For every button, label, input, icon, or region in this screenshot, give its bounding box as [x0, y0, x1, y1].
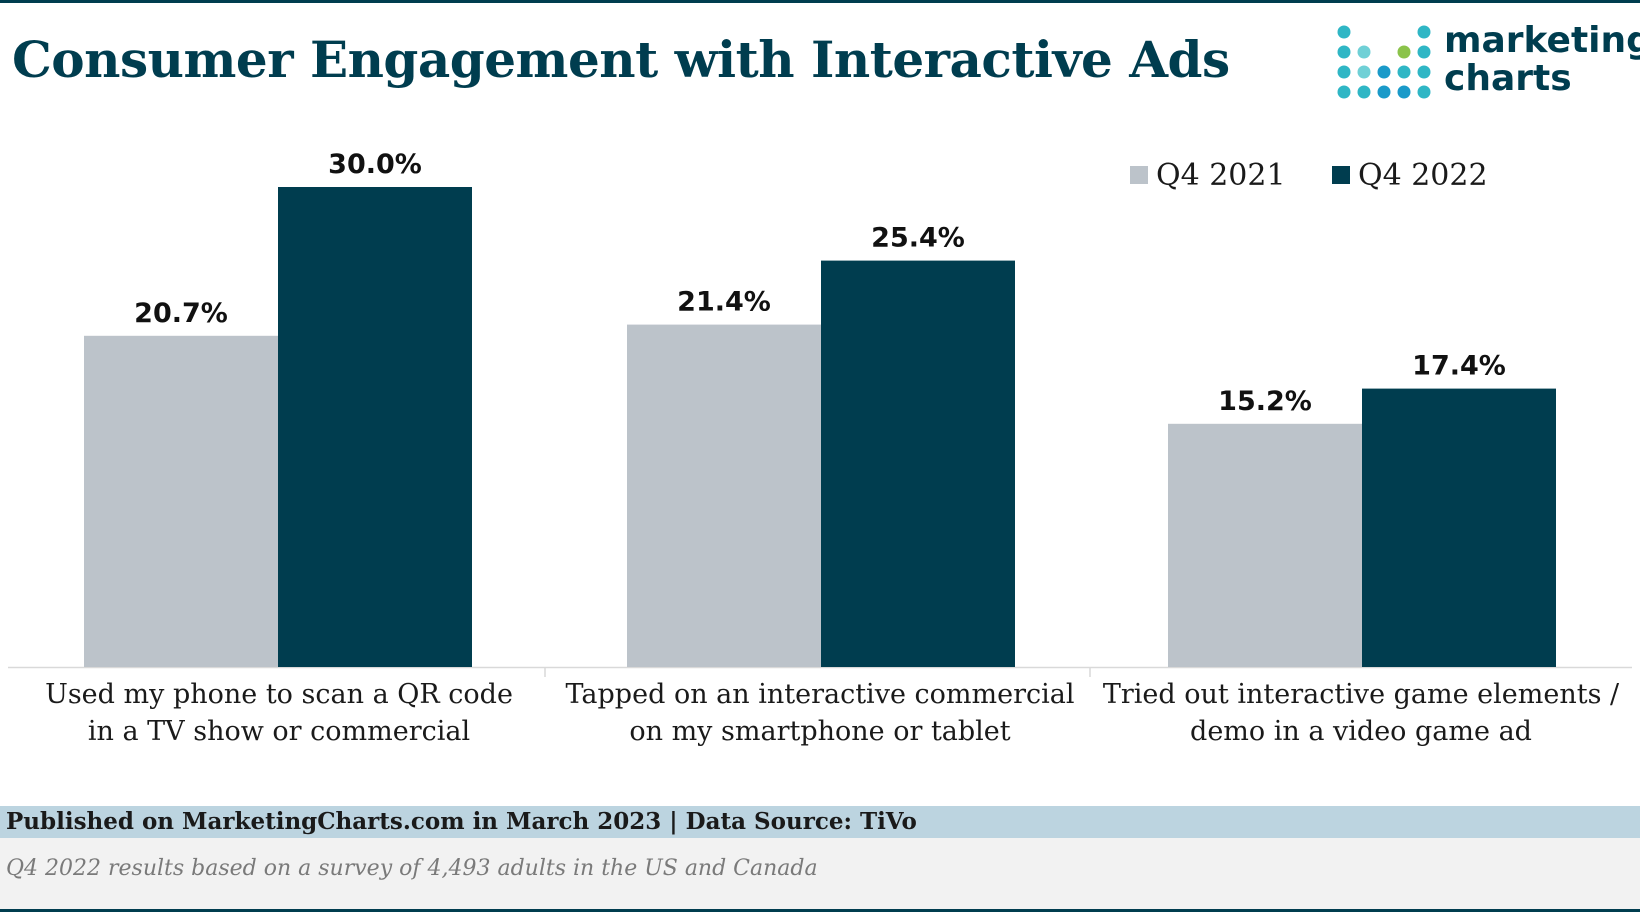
bar-q4-2021-cat-2	[627, 324, 821, 667]
footer-published: Published on MarketingCharts.com in Marc…	[6, 808, 917, 835]
logo-dot	[1337, 45, 1351, 59]
bottom-rule	[0, 909, 1640, 912]
data-label: 15.2%	[1218, 386, 1312, 417]
category-label-line: in a TV show or commercial	[87, 716, 471, 747]
legend-item-q4-2021: Q4 2021	[1130, 157, 1286, 193]
category-label-line: demo in a video game ad	[1190, 716, 1532, 747]
legend-label-q4-2022: Q4 2022	[1358, 157, 1488, 193]
data-label: 17.4%	[1412, 351, 1506, 382]
category-label-line: Used my phone to scan a QR code	[45, 679, 513, 710]
category-label-line: Tapped on an interactive commercial	[565, 679, 1075, 710]
legend-swatch-q4-2022	[1332, 166, 1350, 184]
logo-dot	[1357, 85, 1371, 99]
logo-dot	[1357, 65, 1371, 79]
data-label: 20.7%	[134, 298, 228, 329]
logo-dot	[1417, 65, 1431, 79]
legend-label-q4-2021: Q4 2021	[1156, 157, 1286, 193]
bar-chart: 20.7% 30.0% 21.4% 25.4% 15.2% 17.4%	[8, 149, 1632, 677]
data-label: 30.0%	[328, 149, 422, 180]
logo-dot	[1337, 85, 1351, 99]
top-rule	[0, 0, 1640, 3]
data-label: 21.4%	[677, 287, 771, 318]
logo-wordmark: marketing charts	[1444, 22, 1640, 98]
footer-note: Q4 2022 results based on a survey of 4,4…	[6, 856, 818, 881]
category-label-qr-code: Used my phone to scan a QR code in a TV …	[19, 676, 539, 750]
logo-dot	[1397, 45, 1411, 59]
data-label: 25.4%	[871, 223, 965, 254]
logo-dot	[1397, 85, 1411, 99]
logo-dot	[1337, 65, 1351, 79]
category-label-line: Tried out interactive game elements /	[1102, 679, 1620, 710]
bar-q4-2022-cat-1	[278, 187, 472, 667]
logo-dot	[1337, 25, 1351, 39]
legend-swatch-q4-2021	[1130, 166, 1148, 184]
logo-dot	[1417, 25, 1431, 39]
category-label-line: on my smartphone or tablet	[629, 716, 1011, 747]
footer-band	[0, 806, 1640, 838]
logo-line-1: marketing	[1444, 20, 1640, 61]
logo-line-2: charts	[1444, 58, 1572, 99]
logo-dot	[1417, 45, 1431, 59]
marketingcharts-logo-icon	[1337, 25, 1431, 99]
logo-dot	[1377, 85, 1391, 99]
logo-dot	[1417, 85, 1431, 99]
bar-q4-2021-cat-1	[84, 335, 278, 667]
chart-title: Consumer Engagement with Interactive Ads	[12, 30, 1230, 89]
category-label-interactive-commercial: Tapped on an interactive commercial on m…	[560, 676, 1080, 750]
category-label-game-demo: Tried out interactive game elements / de…	[1101, 676, 1621, 750]
logo-dot	[1377, 65, 1391, 79]
logo-dot	[1397, 65, 1411, 79]
footer-note-band	[0, 838, 1640, 909]
logo-dot	[1357, 45, 1371, 59]
legend-item-q4-2022: Q4 2022	[1332, 157, 1488, 193]
bar-q4-2022-cat-2	[821, 260, 1015, 667]
bar-q4-2022-cat-3	[1362, 388, 1556, 667]
bar-q4-2021-cat-3	[1168, 423, 1362, 667]
